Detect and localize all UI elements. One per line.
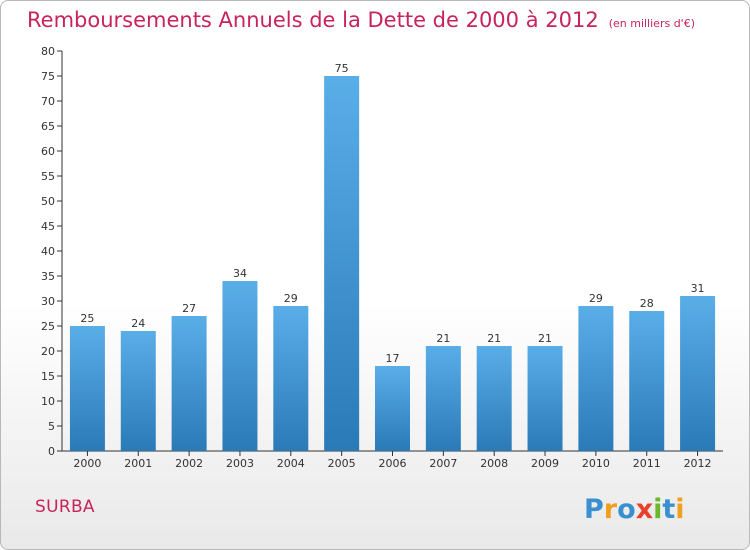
- y-tick-label: 50: [41, 195, 55, 208]
- data-label: 29: [589, 292, 603, 305]
- bar: [629, 311, 665, 451]
- y-tick-label: 75: [41, 70, 55, 83]
- y-tick-label: 15: [41, 370, 55, 383]
- y-tick-label: 25: [41, 320, 55, 333]
- y-tick-label: 60: [41, 145, 55, 158]
- bar: [120, 331, 156, 451]
- y-tick-label: 20: [41, 345, 55, 358]
- bar: [69, 326, 105, 451]
- data-label: 21: [487, 332, 501, 345]
- y-tick-label: 80: [41, 45, 55, 58]
- proxiti-logo: Proxiti: [584, 494, 685, 525]
- data-label: 28: [640, 297, 654, 310]
- x-tick-label: 2002: [175, 457, 203, 470]
- x-tick-label: 2008: [480, 457, 508, 470]
- bar: [476, 346, 512, 451]
- bar: [527, 346, 563, 451]
- bar: [578, 306, 614, 451]
- y-tick-label: 40: [41, 245, 55, 258]
- y-tick-label: 70: [41, 95, 55, 108]
- x-tick-label: 2003: [226, 457, 254, 470]
- x-tick-label: 2006: [379, 457, 407, 470]
- y-tick-label: 45: [41, 220, 55, 233]
- bar: [680, 296, 716, 451]
- bar: [171, 316, 207, 451]
- data-label: 27: [182, 302, 196, 315]
- bar: [273, 306, 309, 451]
- y-tick-label: 65: [41, 120, 55, 133]
- bar: [222, 281, 258, 451]
- y-tick-label: 35: [41, 270, 55, 283]
- data-label: 21: [538, 332, 552, 345]
- data-label: 21: [436, 332, 450, 345]
- unit-note: (en milliers d'€): [608, 17, 695, 30]
- commune-name: SURBA: [35, 497, 95, 517]
- x-tick-label: 2000: [73, 457, 101, 470]
- y-tick-label: 55: [41, 170, 55, 183]
- x-tick-label: 2009: [531, 457, 559, 470]
- bar: [375, 366, 410, 451]
- bar: [324, 76, 360, 451]
- y-tick-label: 10: [41, 395, 55, 408]
- x-tick-label: 2001: [124, 457, 152, 470]
- x-tick-label: 2007: [429, 457, 457, 470]
- data-label: 29: [284, 292, 298, 305]
- chart-title: Remboursements Annuels de la Dette de 20…: [27, 8, 695, 32]
- data-label: 17: [386, 352, 400, 365]
- x-tick-label: 2010: [582, 457, 610, 470]
- x-tick-label: 2005: [328, 457, 356, 470]
- x-tick-label: 2004: [277, 457, 305, 470]
- bar: [425, 346, 461, 451]
- svg-text:Proxiti: Proxiti: [584, 494, 685, 525]
- data-label: 75: [335, 62, 349, 75]
- y-tick-label: 30: [41, 295, 55, 308]
- data-label: 25: [80, 312, 94, 325]
- chart-title-text: Remboursements Annuels de la Dette de 20…: [27, 8, 599, 32]
- x-tick-label: 2011: [633, 457, 661, 470]
- y-tick-label: 5: [48, 420, 55, 433]
- data-label: 31: [691, 282, 705, 295]
- data-label: 34: [233, 267, 247, 280]
- y-tick-label: 0: [48, 445, 55, 458]
- data-label: 24: [131, 317, 145, 330]
- x-tick-label: 2012: [684, 457, 712, 470]
